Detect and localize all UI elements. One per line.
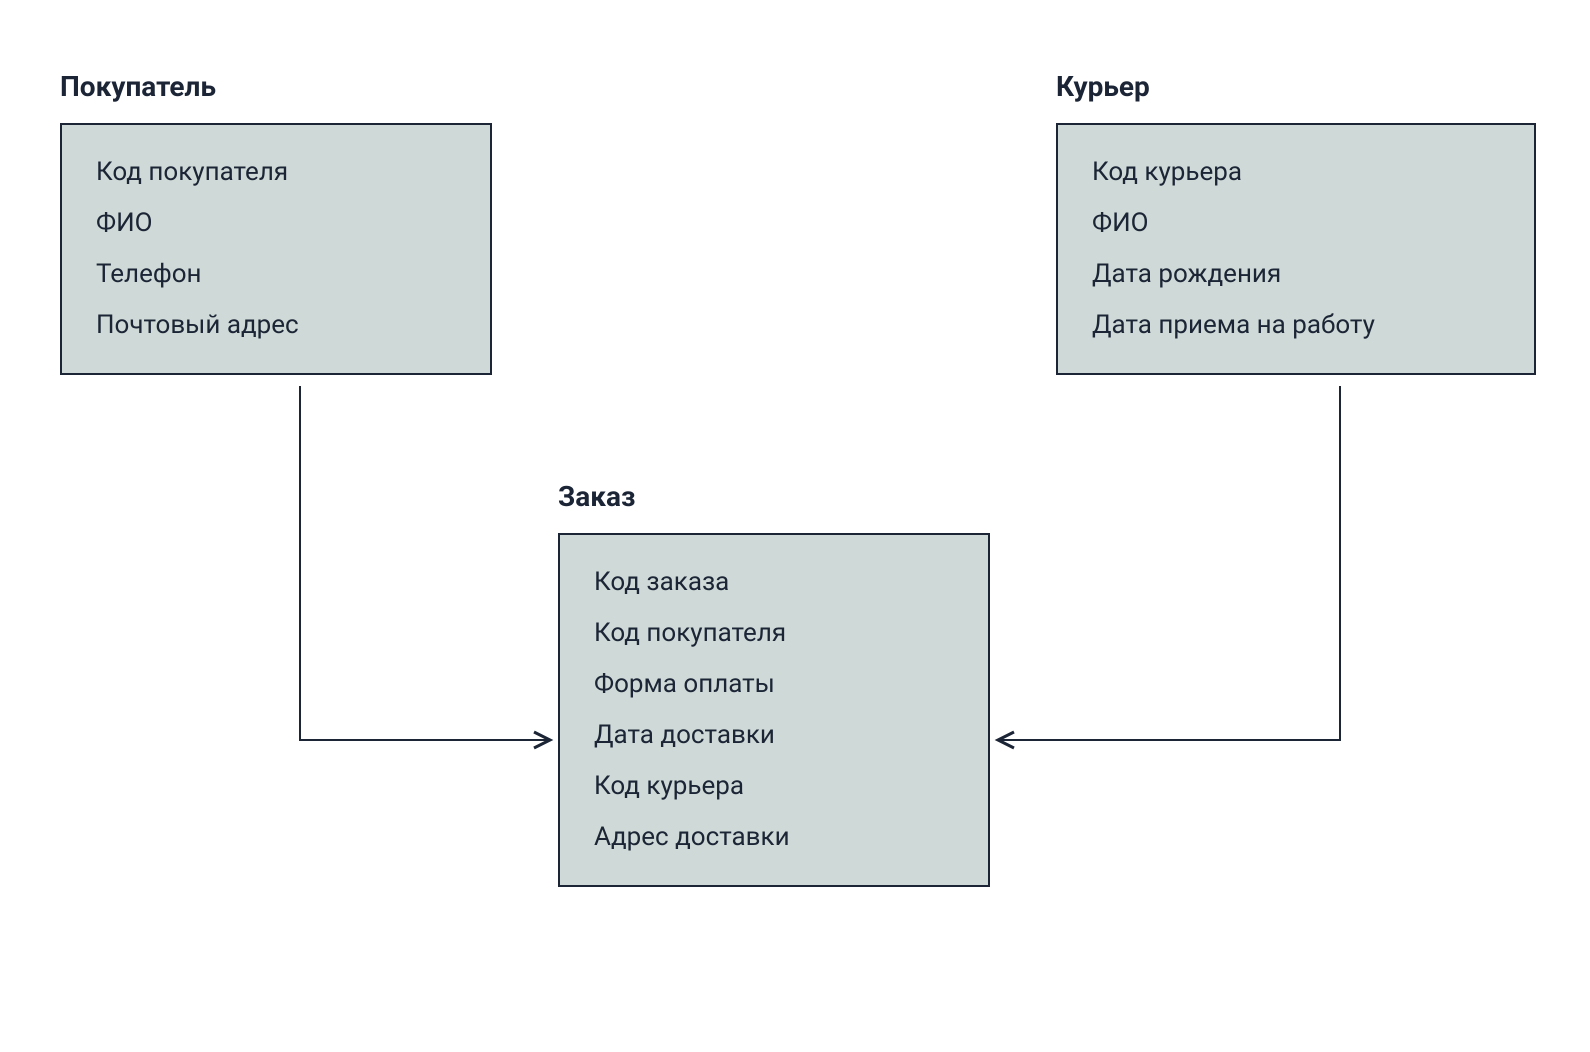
entity-buyer-attr: Телефон	[96, 255, 456, 294]
entity-order-attr: Код курьера	[594, 767, 954, 806]
entity-order-attr: Код покупателя	[594, 614, 954, 653]
entity-courier-attr: Дата рождения	[1092, 255, 1500, 294]
entity-buyer-title: Покупатель	[60, 70, 492, 103]
connector-buyer-to-order	[300, 386, 550, 740]
entity-order-attr: Дата доставки	[594, 716, 954, 755]
entity-buyer-attr: Код покупателя	[96, 153, 456, 192]
entity-courier-title: Курьер	[1056, 70, 1536, 103]
entity-courier: Курьер Код курьера ФИО Дата рождения Дат…	[1056, 70, 1536, 375]
entity-order-box: Код заказа Код покупателя Форма оплаты Д…	[558, 533, 990, 887]
entity-buyer-attr: ФИО	[96, 204, 456, 243]
entity-courier-box: Код курьера ФИО Дата рождения Дата прием…	[1056, 123, 1536, 375]
entity-buyer: Покупатель Код покупателя ФИО Телефон По…	[60, 70, 492, 375]
entity-order-attr: Форма оплаты	[594, 665, 954, 704]
entity-order-title: Заказ	[558, 480, 990, 513]
entity-order-attr: Код заказа	[594, 563, 954, 602]
entity-buyer-attr: Почтовый адрес	[96, 306, 456, 345]
entity-order-attr: Адрес доставки	[594, 818, 954, 857]
entity-courier-attr: Код курьера	[1092, 153, 1500, 192]
connector-courier-to-order	[998, 386, 1340, 740]
entity-courier-attr: Дата приема на работу	[1092, 306, 1500, 345]
entity-order: Заказ Код заказа Код покупателя Форма оп…	[558, 480, 990, 887]
entity-buyer-box: Код покупателя ФИО Телефон Почтовый адре…	[60, 123, 492, 375]
entity-courier-attr: ФИО	[1092, 204, 1500, 243]
